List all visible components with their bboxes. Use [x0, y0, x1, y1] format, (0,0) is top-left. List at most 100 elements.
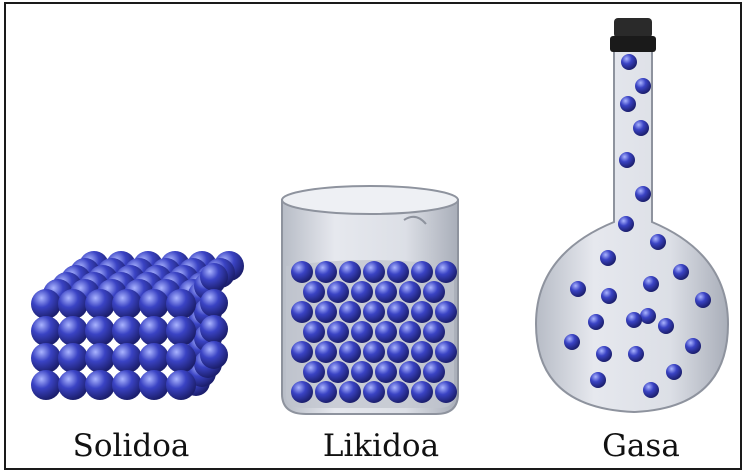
gas-particle: [600, 250, 616, 266]
solid-particle: [112, 343, 142, 373]
gas-particle: [618, 216, 634, 232]
gas-particle: [685, 338, 701, 354]
solid-particle: [85, 343, 115, 373]
liquid-particle: [435, 261, 457, 283]
solid-particle: [166, 316, 196, 346]
liquid-particle: [303, 281, 325, 303]
liquid-particle: [387, 381, 409, 403]
gas-particle: [570, 281, 586, 297]
liquid-particle: [363, 341, 385, 363]
solid-particle: [200, 289, 228, 317]
solid-particle: [58, 370, 88, 400]
gas-particle: [673, 264, 689, 280]
liquid-particle: [399, 281, 421, 303]
gas-particle: [643, 382, 659, 398]
liquid-particle: [435, 301, 457, 323]
liquid-particle: [423, 361, 445, 383]
solid-particle: [139, 343, 169, 373]
liquid-particle: [435, 381, 457, 403]
liquid-particle: [387, 261, 409, 283]
beaker-spout: [403, 215, 427, 225]
illustration: [31, 18, 730, 415]
beaker-rim: [281, 185, 459, 215]
liquid-particle: [387, 341, 409, 363]
liquid-particle: [411, 301, 433, 323]
gas-particle: [635, 78, 651, 94]
liquid-particle: [291, 381, 313, 403]
liquid-particle: [411, 381, 433, 403]
solid-particle: [85, 316, 115, 346]
solid-particle: [200, 315, 228, 343]
solid-particle: [58, 316, 88, 346]
flask-stopper-collar: [610, 36, 656, 52]
liquid-particle: [375, 361, 397, 383]
solid-particle: [58, 343, 88, 373]
liquid-particle: [351, 281, 373, 303]
liquid-particle: [399, 321, 421, 343]
liquid-particle: [327, 321, 349, 343]
gas-particle: [635, 186, 651, 202]
solid-particle: [166, 289, 196, 319]
liquid-particle: [303, 321, 325, 343]
gas-particle: [628, 346, 644, 362]
liquid-particle: [327, 361, 349, 383]
gas-particle: [695, 292, 711, 308]
liquid-particle: [411, 261, 433, 283]
solid-particle: [31, 343, 61, 373]
liquid-particle: [375, 281, 397, 303]
liquid-particle: [339, 261, 361, 283]
liquid-particle: [327, 281, 349, 303]
solid-particle: [200, 341, 228, 369]
states-of-matter-figure: Solidoa Likidoa Gasa: [4, 2, 742, 470]
liquid-particle: [387, 301, 409, 323]
solid-particle: [112, 370, 142, 400]
solid-particle: [31, 289, 61, 319]
solid-particle: [200, 263, 228, 291]
solid-particle: [139, 316, 169, 346]
liquid-particle: [351, 361, 373, 383]
liquid-particle: [339, 341, 361, 363]
gas-particle: [619, 152, 635, 168]
liquid-particle: [291, 341, 313, 363]
liquid-particle: [363, 381, 385, 403]
liquid-particle: [291, 301, 313, 323]
liquid-particle: [315, 381, 337, 403]
liquid-particle: [315, 341, 337, 363]
liquid-particle: [375, 321, 397, 343]
liquid-particles: [291, 261, 457, 403]
label-gas: Gasa: [566, 424, 716, 468]
gas-particle: [590, 372, 606, 388]
gas-particle: [588, 314, 604, 330]
solid-particle: [166, 370, 196, 400]
liquid-particle: [303, 361, 325, 383]
label-liquid: Likidoa: [291, 424, 471, 468]
solid-particle: [85, 370, 115, 400]
liquid-particle: [339, 381, 361, 403]
liquid-particle: [435, 341, 457, 363]
gas-particle: [658, 318, 674, 334]
gas-particle: [643, 276, 659, 292]
solid-particle: [112, 316, 142, 346]
solid-particle: [139, 289, 169, 319]
gas-particle: [621, 54, 637, 70]
liquid-particle: [423, 281, 445, 303]
liquid-particle: [339, 301, 361, 323]
gas-particle: [596, 346, 612, 362]
solid-particle: [166, 343, 196, 373]
liquid-particle: [291, 261, 313, 283]
gas-particle: [626, 312, 642, 328]
gas-particle: [650, 234, 666, 250]
solid-particle: [31, 370, 61, 400]
gas-particle: [601, 288, 617, 304]
liquid-particle: [423, 321, 445, 343]
solid-particle: [112, 289, 142, 319]
solid-particle: [139, 370, 169, 400]
liquid-particle: [315, 301, 337, 323]
liquid-particle: [411, 341, 433, 363]
flask: [534, 18, 730, 414]
gas-particle: [640, 308, 656, 324]
gas-particle: [620, 96, 636, 112]
gas-particle: [633, 120, 649, 136]
gas-particles: [564, 54, 711, 398]
solid-particle: [85, 289, 115, 319]
